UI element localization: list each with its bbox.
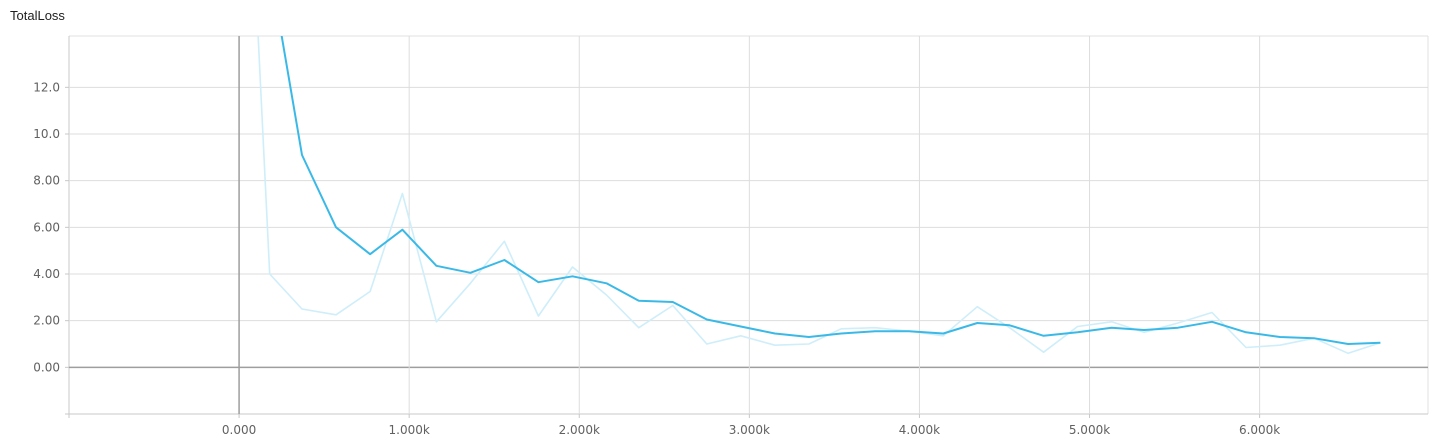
x-tick-label: 5.000k: [1069, 423, 1110, 437]
chart-title: TotalLoss: [10, 8, 65, 23]
y-tick-label: 8.00: [33, 174, 60, 188]
x-tick-label: 1.000k: [389, 423, 430, 437]
y-tick-label: 0.00: [33, 360, 60, 374]
x-tick-label: 6.000k: [1239, 423, 1280, 437]
y-tick-label: 12.0: [33, 80, 60, 94]
y-tick-label: 4.00: [33, 267, 60, 281]
x-tick-label: 2.000k: [559, 423, 600, 437]
y-tick-label: 10.0: [33, 127, 60, 141]
series-line-raw: [257, 36, 1381, 355]
y-tick-label: 6.00: [33, 220, 60, 234]
x-tick-label: 3.000k: [729, 423, 770, 437]
y-tick-label: 2.00: [33, 314, 60, 328]
x-tick-label: 4.000k: [899, 423, 940, 437]
x-tick-label: 0.000: [222, 423, 256, 437]
series-group: [257, 36, 1381, 355]
series-line-smoothed: [280, 36, 1381, 345]
